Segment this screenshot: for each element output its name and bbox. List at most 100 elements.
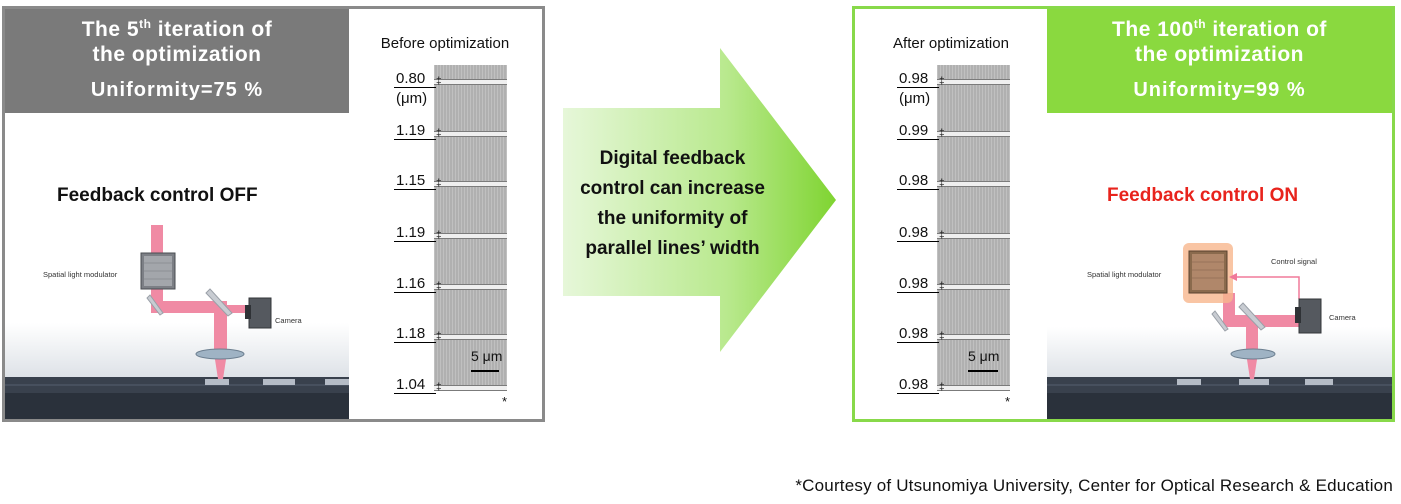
width-marker-line (394, 292, 436, 293)
after-sem-image (937, 65, 1010, 391)
after-sem-column: After optimization (μm) 5 μm * 0.98 ‡ 0.99… (855, 9, 1047, 419)
width-marker-icon: ‡ (939, 128, 945, 139)
before-scale-bar (471, 370, 499, 372)
sem-line-gap (434, 233, 507, 239)
width-marker-icon: ‡ (939, 281, 945, 292)
width-marker-icon: ‡ (436, 331, 442, 342)
sem-line-gap (434, 181, 507, 187)
arrow-caption-line: Digital feedback (599, 148, 746, 169)
after-camera-label: Camera (1329, 313, 1356, 322)
sem-line-gap (937, 233, 1010, 239)
width-marker-icon: ‡ (939, 76, 945, 87)
line-width-value: 1.15 (396, 172, 426, 189)
line-width-value: 0.98 (899, 70, 929, 87)
width-marker-line (897, 393, 939, 394)
before-header: The 5th iteration of the optimization Un… (5, 9, 349, 113)
line-width-value: 0.98 (899, 275, 929, 292)
width-marker-line (394, 393, 436, 394)
line-width-value: 1.18 (396, 325, 426, 342)
width-marker-line (897, 342, 939, 343)
before-sem-column: Before optimization (μm) 5 μm * 0.80 ‡ 1.1… (349, 9, 541, 419)
before-iteration-sup: th (139, 17, 152, 31)
line-width-value: 0.98 (899, 325, 929, 342)
width-marker-line (897, 292, 939, 293)
after-iteration-sup: th (1193, 17, 1207, 31)
before-panel: The 5th iteration of the optimization Un… (2, 6, 545, 422)
width-marker-line (394, 241, 436, 242)
before-scale-bar-label: 5 μm (471, 348, 503, 364)
before-sem-title: Before optimization (380, 35, 510, 52)
before-camera-label: Camera (275, 316, 302, 325)
before-iteration-text: The 5 (81, 18, 140, 41)
width-marker-line (394, 342, 436, 343)
sem-line-gap (937, 181, 1010, 187)
sem-line-gap (434, 79, 507, 85)
line-width-value: 1.16 (396, 275, 426, 292)
control-signal-label: Control signal (1271, 257, 1317, 266)
after-iteration-suffix: iteration of (1206, 18, 1327, 41)
width-marker-icon: ‡ (939, 230, 945, 241)
sem-line-gap (434, 385, 507, 391)
width-marker-line (897, 139, 939, 140)
line-width-value: 0.99 (899, 122, 929, 139)
width-marker-icon: ‡ (939, 331, 945, 342)
before-uniformity: Uniformity=75 % (90, 79, 264, 101)
width-marker-line (897, 87, 939, 88)
after-uniformity: Uniformity=99 % (1133, 79, 1306, 101)
sem-line-gap (937, 284, 1010, 290)
after-iteration-text: The 100 (1112, 18, 1194, 41)
after-slm-label: Spatial light modulator (1087, 270, 1162, 279)
width-marker-line (394, 139, 436, 140)
sem-line-gap (434, 131, 507, 137)
before-setup-illustration: Spatial light modulator Camera Feedback … (5, 113, 349, 419)
before-unit-label: (μm) (396, 90, 428, 107)
sem-line-gap (937, 385, 1010, 391)
line-width-value: 1.19 (396, 122, 426, 139)
after-setup-illustration: Spatial light modulator Control signal C… (1047, 113, 1392, 419)
after-sem-title: After optimization (893, 35, 1009, 52)
width-marker-icon: ‡ (939, 178, 945, 189)
width-marker-line (394, 87, 436, 88)
width-marker-icon: ‡ (939, 382, 945, 393)
after-asterisk: * (1005, 394, 1011, 409)
sem-line-gap (434, 334, 507, 340)
before-optical-setup (5, 225, 349, 419)
width-marker-icon: ‡ (436, 178, 442, 189)
arrow-caption: Digital feedback control can increase th… (565, 144, 780, 264)
arrow-caption-line: parallel lines’ width (585, 238, 760, 259)
after-unit-label: (μm) (899, 90, 931, 107)
before-optimization-text: the optimization (92, 43, 262, 66)
line-width-value: 0.80 (396, 70, 426, 87)
line-width-value: 0.98 (899, 172, 929, 189)
after-optimization-text: the optimization (1135, 43, 1304, 66)
center-arrow (563, 48, 836, 352)
line-width-value: 0.98 (899, 224, 929, 241)
feedback-off-label: Feedback control OFF (57, 185, 258, 206)
before-asterisk: * (502, 394, 508, 409)
line-width-value: 1.19 (396, 224, 426, 241)
arrow-caption-line: the uniformity of (597, 208, 748, 229)
line-width-value: 0.98 (899, 376, 929, 393)
width-marker-icon: ‡ (436, 76, 442, 87)
courtesy-credit: *Courtesy of Utsunomiya University, Cent… (795, 476, 1393, 495)
after-optical-setup (1047, 243, 1392, 419)
feedback-on-label: Feedback control ON (1107, 185, 1299, 206)
width-marker-icon: ‡ (436, 230, 442, 241)
sem-line-gap (937, 334, 1010, 340)
after-header: The 100th iteration of the optimization … (1047, 9, 1392, 113)
before-slm-label: Spatial light modulator (43, 270, 118, 279)
width-marker-line (897, 189, 939, 190)
width-marker-icon: ‡ (436, 281, 442, 292)
width-marker-line (897, 241, 939, 242)
before-sem-image (434, 65, 507, 391)
width-marker-line (394, 189, 436, 190)
before-iteration-suffix: iteration of (151, 18, 273, 41)
arrow-caption-line: control can increase (580, 178, 765, 199)
width-marker-icon: ‡ (436, 128, 442, 139)
sem-line-gap (434, 284, 507, 290)
sem-line-gap (937, 79, 1010, 85)
line-width-value: 1.04 (396, 376, 426, 393)
after-panel: The 100th iteration of the optimization … (852, 6, 1395, 422)
width-marker-icon: ‡ (436, 382, 442, 393)
sem-line-gap (937, 131, 1010, 137)
